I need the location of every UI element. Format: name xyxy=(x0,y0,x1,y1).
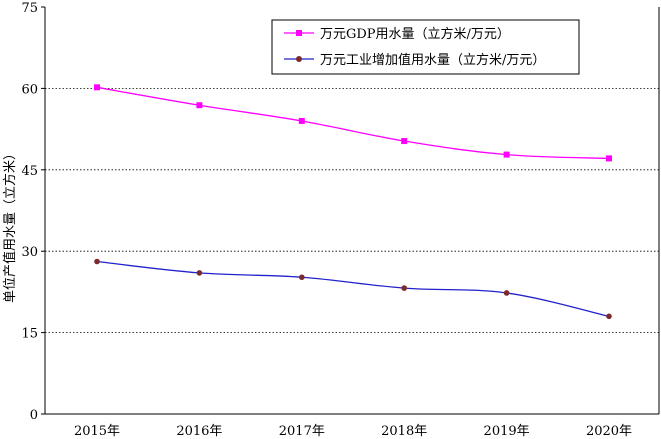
y-tick-label: 30 xyxy=(21,245,38,260)
x-tick-label: 2018年 xyxy=(381,424,427,439)
legend-entry-industry: 万元工业增加值用水量（立方米/万元） xyxy=(284,52,545,68)
legend-marker-gdp xyxy=(296,30,302,36)
legend-entry-gdp: 万元GDP用水量（立方米/万元） xyxy=(284,26,510,42)
data-point xyxy=(298,117,305,124)
data-point xyxy=(401,285,408,291)
data-point xyxy=(606,155,612,162)
data-point xyxy=(401,138,408,145)
y-tick-label: 45 xyxy=(21,164,38,179)
data-point xyxy=(94,84,100,91)
x-tick-label: 2017年 xyxy=(279,424,325,439)
data-point xyxy=(503,290,510,296)
y-tick-labels: 0 15 30 45 60 75 xyxy=(21,1,38,423)
legend-label-gdp: 万元GDP用水量（立方米/万元） xyxy=(320,26,510,42)
y-axis-title: 单位产值用水量（立方米） xyxy=(2,147,18,303)
legend-label-industry: 万元工业增加值用水量（立方米/万元） xyxy=(320,52,545,68)
axes xyxy=(44,7,660,415)
series-line-0 xyxy=(96,86,610,160)
series-0 xyxy=(94,84,612,162)
data-point xyxy=(503,151,510,158)
legend: 万元GDP用水量（立方米/万元） 万元工业增加值用水量（立方米/万元） xyxy=(271,19,580,75)
series xyxy=(94,84,612,320)
data-point xyxy=(606,313,612,320)
x-tick-label: 2016年 xyxy=(176,424,222,439)
x-tick-label: 2020年 xyxy=(586,424,632,439)
data-point xyxy=(196,102,203,109)
y-tick-label: 75 xyxy=(21,1,38,16)
data-point xyxy=(94,258,100,265)
data-point xyxy=(299,274,305,281)
x-tick-label: 2015年 xyxy=(74,424,120,439)
y-tick-label: 0 xyxy=(30,408,38,423)
y-tick-label: 60 xyxy=(21,82,38,97)
legend-marker-industry xyxy=(296,56,302,62)
legend-box xyxy=(271,19,580,75)
series-1 xyxy=(94,258,612,320)
y-tick-label: 15 xyxy=(21,327,38,342)
x-tick-labels: 2015年 2016年 2017年 2018年 2019年 2020年 xyxy=(74,424,632,439)
data-point xyxy=(196,270,203,276)
series-line-1 xyxy=(96,260,610,317)
gridlines xyxy=(41,6,659,415)
x-tick-label: 2019年 xyxy=(484,424,530,439)
